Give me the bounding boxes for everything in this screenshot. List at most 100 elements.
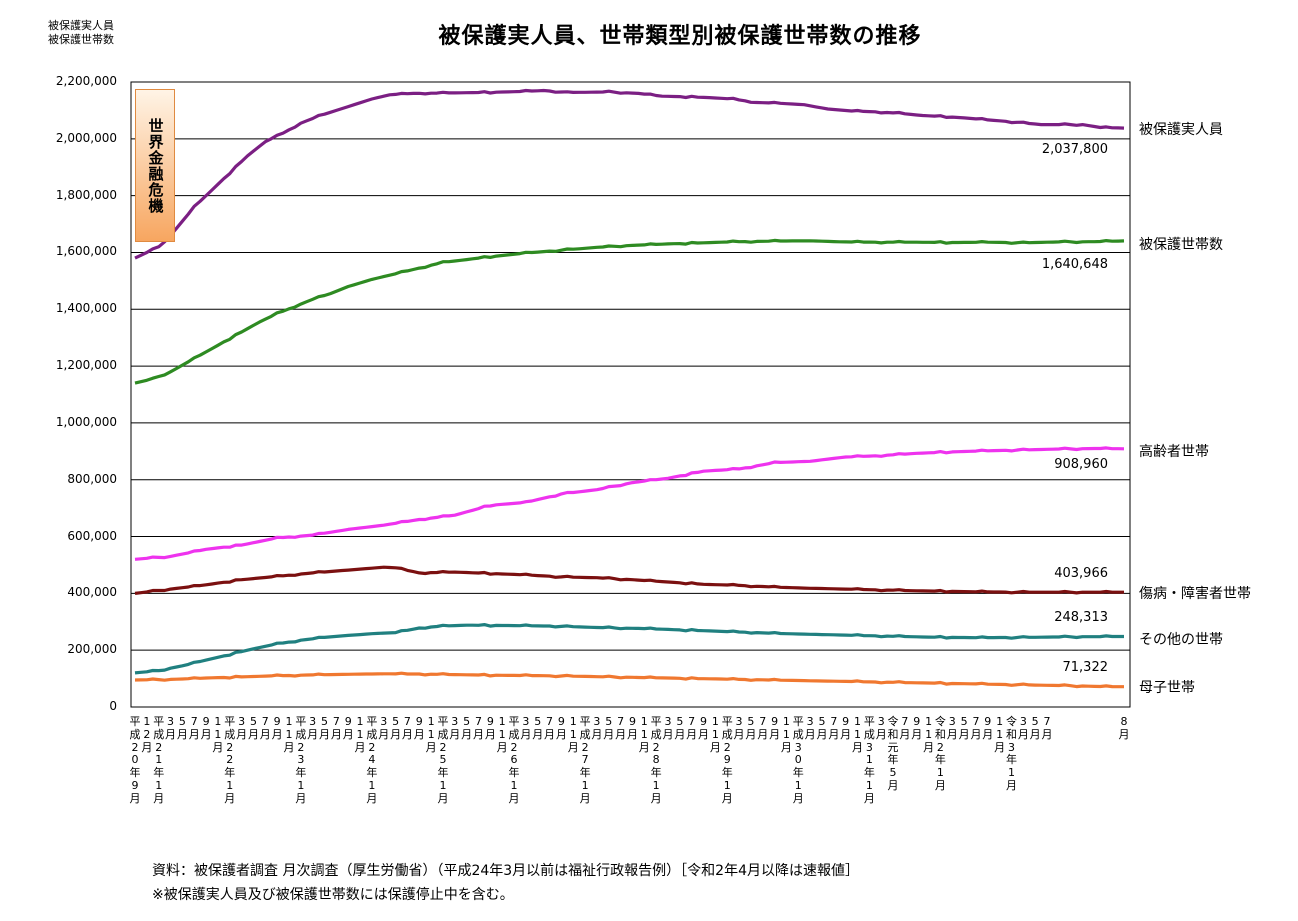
x-tick-label: 1 1 月 (354, 715, 366, 754)
x-tick-label: 7 月 (970, 715, 982, 741)
x-tick-label: 平 成 2 8 年 1 月 (650, 715, 662, 805)
x-tick-label: 1 1 月 (638, 715, 650, 754)
x-tick-label: 1 1 月 (212, 715, 224, 754)
footnote: ※被保護実人員及び被保護世帯数には保護停止中を含む。 (152, 887, 514, 903)
y-tick-label: 2,200,000 (55, 74, 117, 88)
x-tick-label: 令 和 3 年 1 月 (1005, 715, 1017, 792)
x-tick-label: 令 和 2 年 1 月 (934, 715, 946, 792)
x-tick-label: 9 月 (911, 715, 923, 741)
x-tick-label: 3 月 (378, 715, 390, 741)
x-tick-label: 7 月 (401, 715, 413, 741)
x-tick-label: 3 月 (804, 715, 816, 741)
y-axis-label: 被保護実人員 被保護世帯数 (48, 19, 114, 47)
x-tick-label: 1 1 月 (567, 715, 579, 754)
series-value-label: 1,640,648 (1041, 257, 1108, 272)
series-name-label: 被保護実人員 (1139, 122, 1223, 138)
series-name-label: 傷病・障害者世帯 (1139, 586, 1251, 602)
x-tick-label: 9 月 (555, 715, 567, 741)
source-note: 資料：被保護者調査 月次調査（厚生労働省）（平成24年3月以前は福祉行政報告例）… (152, 863, 859, 879)
x-tick-label: 3 月 (520, 715, 532, 741)
y-tick-label: 200,000 (67, 642, 117, 657)
series-line-5 (134, 623, 1124, 675)
x-tick-label: 7 月 (544, 715, 556, 741)
x-tick-label: 3 月 (662, 715, 674, 741)
x-tick-label: 7 月 (686, 715, 698, 741)
x-tick-label: 9 月 (769, 715, 781, 741)
x-tick-label: 5 月 (319, 715, 330, 741)
x-tick-label: 3 月 (875, 715, 887, 741)
x-tick-label: 9 月 (271, 715, 283, 741)
x-tick-label: 5 月 (816, 715, 828, 741)
x-tick-label: 平 成 2 3 年 1 月 (295, 715, 307, 805)
x-tick-label: 7 月 (330, 715, 342, 741)
plot-frame (130, 81, 1131, 708)
x-tick-label: 3 月 (165, 715, 177, 741)
x-tick-label: 5 月 (745, 715, 757, 741)
x-tick-label: 3 月 (236, 715, 248, 741)
series-value-label: 2,037,800 (1041, 142, 1108, 157)
x-tick-label: 9 月 (342, 715, 354, 741)
x-tick-label: 平 成 2 4 年 1 月 (366, 715, 378, 805)
x-tick-label: 5 月 (603, 715, 615, 741)
x-tick-label: 1 1 月 (709, 715, 721, 754)
series-name-label: 母子世帯 (1139, 680, 1195, 696)
x-tick-label: 平 成 2 9 年 1 月 (721, 715, 733, 805)
x-tick-label: 1 1 月 (425, 715, 437, 754)
y-tick-label: 400,000 (67, 585, 117, 600)
x-tick-label: 7 月 (757, 715, 769, 741)
y-tick-label: 800,000 (67, 471, 117, 486)
x-tick-label: 9 月 (840, 715, 852, 741)
y-tick-label: 2,000,000 (55, 130, 117, 145)
x-tick-label: 9 月 (413, 715, 425, 741)
y-axis-label-line1: 被保護実人員 (48, 19, 114, 32)
crisis-annotation: 世界金融危機 (135, 89, 175, 242)
series-line-1 (134, 88, 1125, 260)
y-tick-label: 1,600,000 (55, 244, 117, 259)
y-tick-label: 0 (109, 699, 117, 713)
chart-title: 被保護実人員、世帯類型別被保護世帯数の推移 (438, 24, 922, 49)
x-tick-label: 平 成 3 1 年 1 月 (863, 715, 875, 805)
x-tick-label: 3 月 (946, 715, 958, 741)
series-line-4 (134, 565, 1124, 595)
x-tick-label: 令 和 元 年 5 月 (887, 715, 899, 792)
x-tick-label: 1 2 月 (141, 715, 153, 754)
x-tick-label: 5 月 (958, 715, 970, 741)
series-value-label: 908,960 (1054, 457, 1108, 472)
x-tick-label: 8 月 (1118, 715, 1130, 741)
x-tick-label: 平 成 2 6 年 1 月 (508, 715, 520, 805)
series-name-label: 高齢者世帯 (1139, 444, 1209, 460)
x-tick-label: 5 月 (390, 715, 402, 741)
series-line-6 (134, 671, 1124, 689)
x-tick-label: 3 月 (1017, 715, 1029, 741)
x-tick-label: 平 成 2 5 年 1 月 (437, 715, 449, 805)
x-tick-label: 7 月 (615, 715, 627, 741)
x-tick-label: 9 月 (982, 715, 994, 741)
x-tick-label: 平 成 2 7 年 1 月 (579, 715, 591, 805)
y-tick-label: 1,000,000 (55, 414, 117, 429)
x-tick-label: 9 月 (200, 715, 212, 741)
y-tick-label: 1,200,000 (55, 358, 117, 373)
x-tick-label: 5 月 (1029, 715, 1041, 741)
series-name-label: 被保護世帯数 (1139, 237, 1223, 253)
x-tick-label: 7 月 (188, 715, 200, 741)
x-tick-label: 3 月 (591, 715, 603, 741)
x-tick-label: 7 月 (828, 715, 840, 741)
x-tick-label: 5 月 (532, 715, 544, 741)
x-tick-label: 3 月 (733, 715, 745, 741)
x-tick-label: 1 1 月 (852, 715, 863, 754)
x-tick-label: 9 月 (626, 715, 638, 741)
x-tick-label: 1 1 月 (994, 715, 1006, 754)
x-tick-label: 5 月 (461, 715, 473, 741)
x-tick-label: 平 成 2 0 年 9 月 (129, 715, 141, 805)
series-name-label: その他の世帯 (1139, 632, 1223, 648)
x-tick-label: 1 1 月 (780, 715, 792, 754)
series-line-3 (134, 446, 1125, 561)
series-value-label: 71,322 (1062, 660, 1109, 675)
x-tick-label: 9 月 (484, 715, 496, 741)
x-tick-label: 9 月 (698, 715, 710, 741)
x-tick-label: 7 月 (472, 715, 484, 741)
x-tick-label: 5 月 (247, 715, 259, 741)
x-tick-label: 1 1 月 (283, 715, 295, 754)
y-tick-label: 600,000 (67, 528, 117, 543)
series-line-2 (134, 238, 1125, 385)
